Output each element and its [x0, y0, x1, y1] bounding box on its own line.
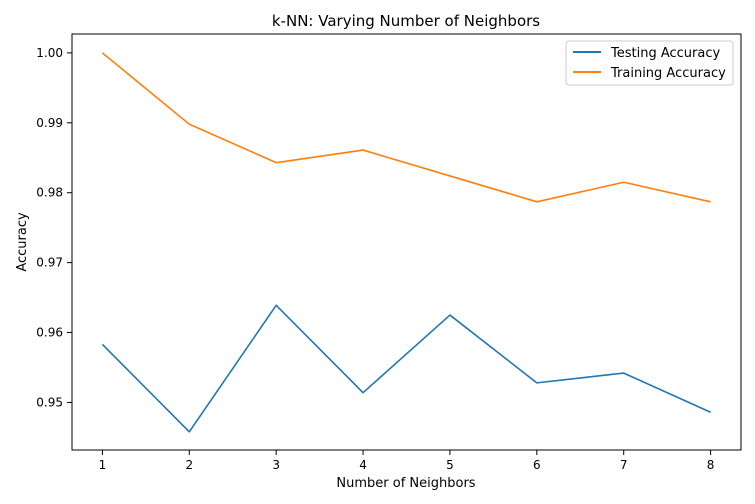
x-tick-label: 2 [185, 458, 193, 472]
x-tick-label: 3 [272, 458, 280, 472]
x-axis-label: Number of Neighbors [336, 476, 475, 491]
x-tick-label: 1 [99, 458, 107, 472]
y-axis: 0.95 0.96 0.97 0.98 0.99 1.00 [36, 46, 72, 409]
chart-title: k-NN: Varying Number of Neighbors [272, 12, 540, 30]
y-tick-label: 0.95 [36, 395, 63, 409]
legend: Testing Accuracy Training Accuracy [565, 40, 734, 86]
y-tick-label: 1.00 [36, 46, 63, 60]
legend-label-testing: Testing Accuracy [610, 46, 720, 61]
series-line-training [101, 52, 711, 203]
y-tick-label: 0.97 [36, 256, 63, 270]
y-axis-label: Accuracy [15, 212, 30, 272]
x-tick-label: 5 [446, 458, 454, 472]
plot-area [71, 33, 742, 451]
series-line-testing [101, 304, 711, 433]
legend-label-training: Training Accuracy [610, 66, 726, 81]
y-tick-label: 0.96 [36, 326, 63, 340]
x-tick-label: 4 [359, 458, 367, 472]
x-tick-label: 7 [620, 458, 628, 472]
x-tick-label: 6 [533, 458, 541, 472]
x-axis: 1 2 3 4 5 6 7 8 [99, 450, 715, 472]
y-tick-label: 0.98 [36, 186, 63, 200]
y-tick-label: 0.99 [36, 116, 63, 130]
legend-box [565, 40, 734, 86]
series-lines [101, 52, 711, 433]
x-tick-label: 8 [707, 458, 715, 472]
